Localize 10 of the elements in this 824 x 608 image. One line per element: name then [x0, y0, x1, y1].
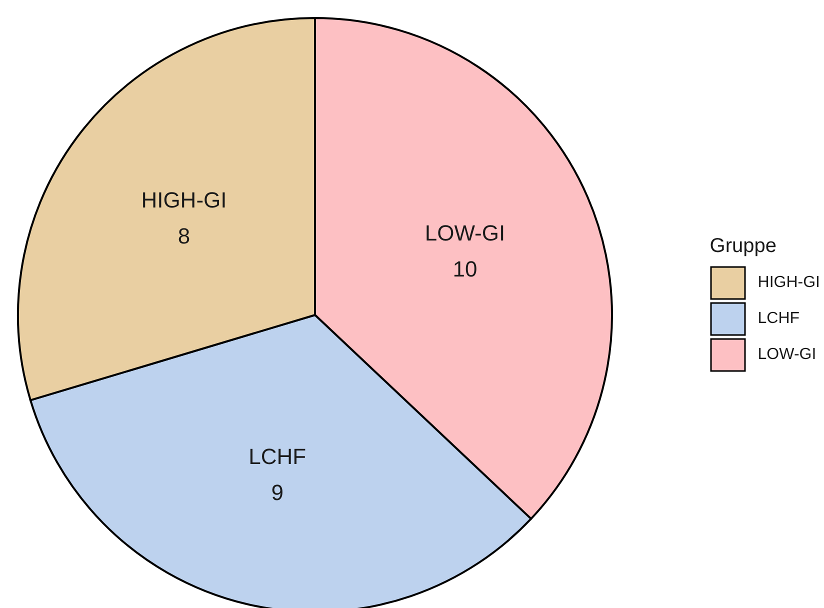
legend-label: HIGH-GI [758, 274, 820, 292]
legend-label: LCHF [758, 310, 800, 328]
legend-title: Gruppe [710, 234, 778, 258]
slice-label: LOW-GI [424, 220, 506, 246]
data-label: 10 [452, 256, 478, 282]
slice-label: HIGH-GI [141, 187, 227, 212]
data-label: 9 [271, 480, 284, 505]
data-label: 8 [178, 223, 190, 248]
slice-label: LCHF [248, 444, 306, 469]
legend-label: LOW-GI [758, 346, 816, 364]
